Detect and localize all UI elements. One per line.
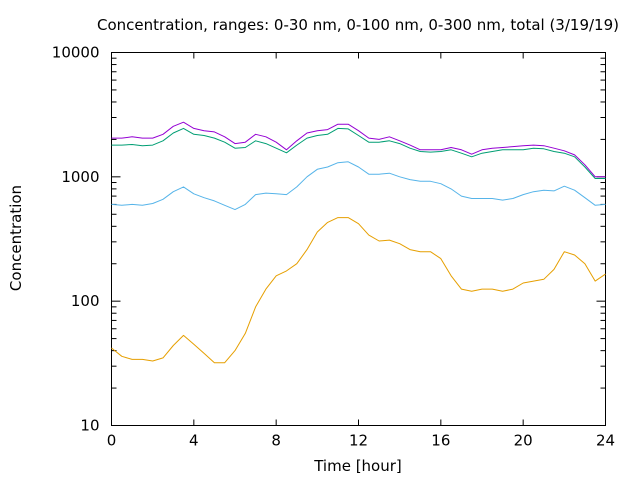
chart-title: Concentration, ranges: 0-30 nm, 0-100 nm… — [97, 16, 619, 34]
x-tick-label: 20 — [514, 432, 533, 450]
series-line-4 — [111, 121, 606, 178]
plot-area-frame — [111, 52, 606, 426]
series-line-3 — [111, 127, 606, 179]
x-tick-label: 8 — [271, 432, 281, 450]
x-tick-label: 24 — [596, 432, 615, 450]
series-line-2 — [111, 161, 606, 211]
y-tick-label: 1000 — [61, 168, 99, 186]
x-tick-label: 0 — [107, 432, 117, 450]
series-layer — [111, 121, 606, 364]
x-axis-label: Time [hour] — [313, 457, 402, 475]
x-axis: 0 4 8 12 16 20 24 — [107, 52, 615, 450]
y-tick-label: 10 — [80, 417, 99, 435]
series-line-1 — [111, 217, 606, 364]
y-axis-label: Concentration — [7, 185, 25, 291]
y-tick-label: 10000 — [52, 44, 100, 62]
y-tick-label: 100 — [71, 292, 100, 310]
x-tick-label: 12 — [349, 432, 368, 450]
x-tick-label: 16 — [431, 432, 450, 450]
x-tick-label: 4 — [189, 432, 199, 450]
y-axis: 10 100 1000 10000 — [52, 44, 606, 435]
